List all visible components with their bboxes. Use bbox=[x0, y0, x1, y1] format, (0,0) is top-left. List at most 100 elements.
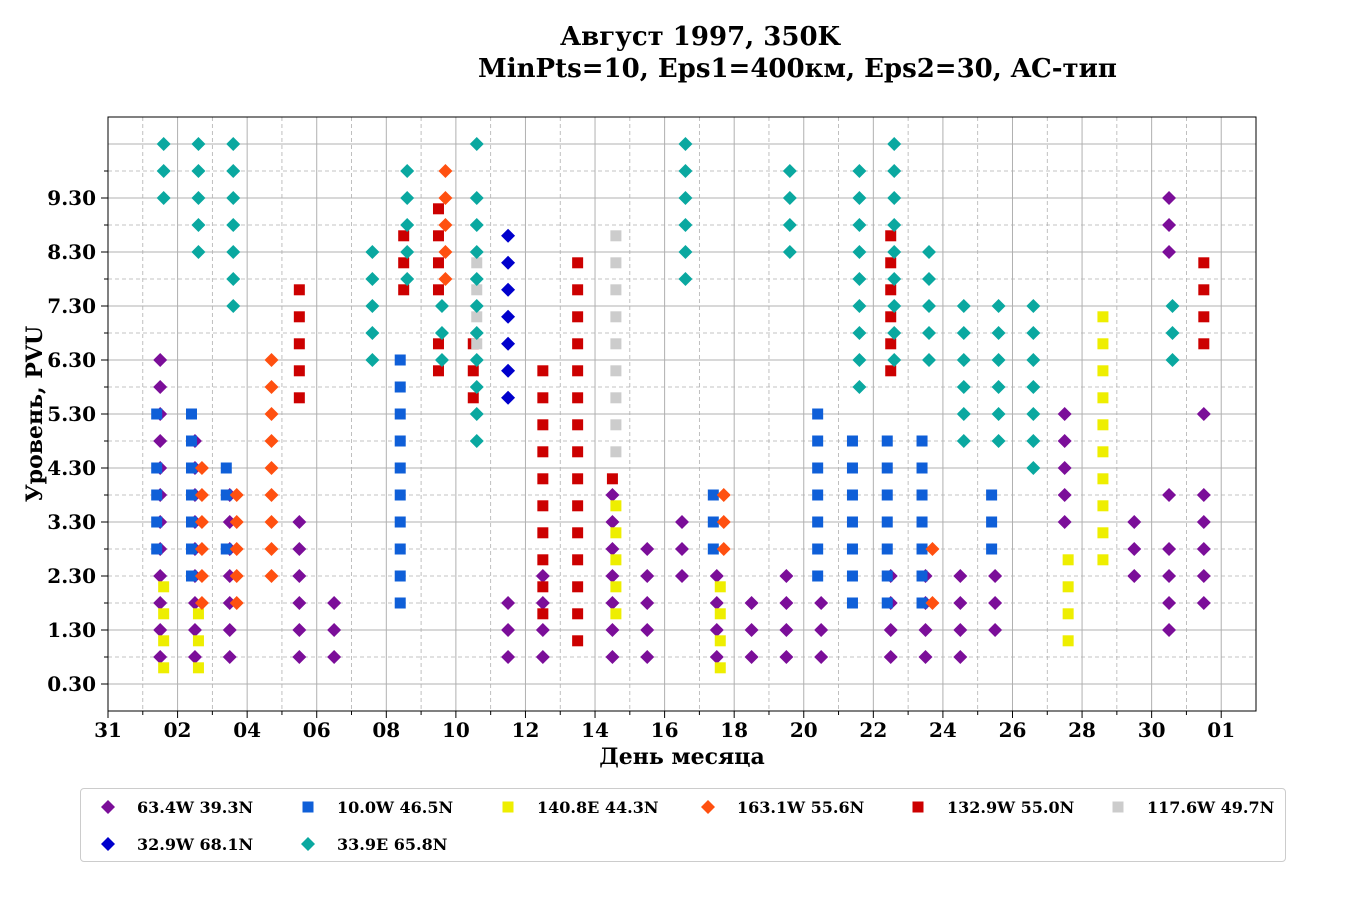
data-point-series-8 bbox=[469, 380, 484, 394]
data-point-series-2 bbox=[707, 543, 719, 555]
data-point-series-8 bbox=[156, 137, 171, 151]
data-point-series-1 bbox=[605, 542, 620, 556]
data-point-series-3 bbox=[1097, 392, 1109, 404]
data-point-series-1 bbox=[1127, 542, 1142, 556]
data-point-series-6 bbox=[471, 257, 483, 269]
data-point-series-8 bbox=[226, 137, 241, 151]
data-point-series-8 bbox=[156, 191, 171, 205]
data-point-series-3 bbox=[192, 608, 204, 620]
data-point-series-5 bbox=[432, 338, 444, 350]
data-point-series-1 bbox=[988, 596, 1003, 610]
data-point-series-8 bbox=[782, 245, 797, 259]
data-point-series-3 bbox=[610, 608, 622, 620]
data-point-series-1 bbox=[675, 569, 689, 583]
data-point-series-2 bbox=[394, 570, 406, 582]
data-point-series-3 bbox=[1097, 554, 1109, 566]
data-point-series-5 bbox=[537, 500, 549, 512]
legend-item: 63.4W 39.3N bbox=[101, 797, 253, 817]
data-point-series-8 bbox=[434, 353, 449, 367]
y-tick-label: 9.30 bbox=[47, 186, 96, 210]
data-point-series-6 bbox=[471, 311, 483, 323]
data-point-series-2 bbox=[986, 543, 998, 555]
x-tick-label: 16 bbox=[651, 718, 679, 742]
data-point-series-3 bbox=[1097, 311, 1109, 323]
legend-label: 33.9E 65.8N bbox=[337, 834, 448, 854]
data-point-series-8 bbox=[226, 272, 241, 286]
square-marker-icon bbox=[302, 801, 314, 813]
square-marker-icon bbox=[912, 801, 924, 813]
data-point-series-8 bbox=[1026, 353, 1041, 367]
data-point-series-1 bbox=[814, 623, 829, 637]
data-point-series-4 bbox=[438, 218, 453, 232]
data-point-series-2 bbox=[707, 489, 719, 501]
data-point-series-2 bbox=[151, 408, 163, 420]
data-point-series-8 bbox=[991, 407, 1006, 421]
data-point-series-8 bbox=[400, 218, 415, 232]
data-point-series-2 bbox=[846, 597, 858, 609]
data-point-series-6 bbox=[471, 338, 483, 350]
data-point-series-8 bbox=[852, 272, 867, 286]
data-point-series-1 bbox=[153, 650, 168, 664]
data-point-series-1 bbox=[292, 596, 307, 610]
data-point-series-8 bbox=[400, 272, 415, 286]
data-point-series-8 bbox=[887, 326, 902, 340]
data-point-series-7 bbox=[501, 309, 516, 324]
data-point-series-3 bbox=[1097, 500, 1109, 512]
data-point-series-1 bbox=[605, 623, 620, 637]
data-point-series-8 bbox=[191, 191, 206, 205]
legend-item: 33.9E 65.8N bbox=[301, 834, 447, 854]
y-tick-label: 1.30 bbox=[47, 618, 96, 642]
data-point-series-3 bbox=[192, 662, 204, 674]
data-point-series-1 bbox=[1162, 569, 1177, 583]
data-point-series-5 bbox=[572, 392, 584, 404]
data-point-series-1 bbox=[187, 623, 202, 637]
data-point-series-8 bbox=[191, 218, 206, 232]
data-point-series-8 bbox=[852, 380, 867, 394]
data-point-series-8 bbox=[956, 353, 971, 367]
data-point-series-1 bbox=[1057, 407, 1072, 421]
data-point-series-1 bbox=[709, 623, 724, 637]
data-point-series-6 bbox=[610, 338, 622, 350]
data-point-series-4 bbox=[194, 569, 209, 583]
data-point-series-1 bbox=[501, 623, 516, 637]
data-point-series-2 bbox=[394, 408, 406, 420]
data-point-series-4 bbox=[194, 596, 209, 610]
data-point-series-2 bbox=[986, 516, 998, 528]
data-point-series-1 bbox=[605, 650, 620, 664]
data-point-series-5 bbox=[467, 392, 479, 404]
data-point-series-3 bbox=[610, 554, 622, 566]
data-point-series-2 bbox=[185, 516, 197, 528]
diamond-marker-icon bbox=[301, 837, 315, 851]
data-point-series-5 bbox=[467, 365, 479, 377]
data-point-series-5 bbox=[398, 230, 410, 242]
data-point-series-1 bbox=[779, 623, 794, 637]
data-point-series-2 bbox=[812, 570, 824, 582]
data-point-series-8 bbox=[469, 299, 484, 313]
data-point-series-2 bbox=[394, 354, 406, 366]
data-point-series-8 bbox=[1165, 299, 1180, 313]
data-point-series-8 bbox=[782, 218, 797, 232]
data-point-series-1 bbox=[605, 515, 620, 529]
data-point-series-8 bbox=[921, 353, 936, 367]
data-point-series-3 bbox=[192, 635, 204, 647]
data-point-series-8 bbox=[887, 245, 902, 259]
x-tick-label: 08 bbox=[372, 718, 400, 742]
data-point-series-5 bbox=[432, 284, 444, 296]
data-point-series-8 bbox=[678, 218, 693, 232]
diamond-marker-icon bbox=[101, 800, 115, 814]
data-point-series-4 bbox=[264, 569, 279, 583]
data-point-series-7 bbox=[501, 255, 516, 270]
data-point-series-3 bbox=[1097, 338, 1109, 350]
data-point-series-3 bbox=[1062, 608, 1074, 620]
data-point-series-4 bbox=[925, 542, 940, 556]
data-point-series-8 bbox=[1026, 299, 1041, 313]
data-point-series-1 bbox=[1127, 515, 1142, 529]
data-point-series-1 bbox=[1196, 569, 1211, 583]
data-point-series-4 bbox=[194, 488, 209, 502]
data-point-series-4 bbox=[438, 191, 453, 205]
data-point-series-1 bbox=[709, 569, 724, 583]
data-point-series-2 bbox=[846, 489, 858, 501]
data-point-series-2 bbox=[881, 543, 893, 555]
data-point-series-8 bbox=[1026, 434, 1041, 448]
data-point-series-1 bbox=[535, 650, 550, 664]
